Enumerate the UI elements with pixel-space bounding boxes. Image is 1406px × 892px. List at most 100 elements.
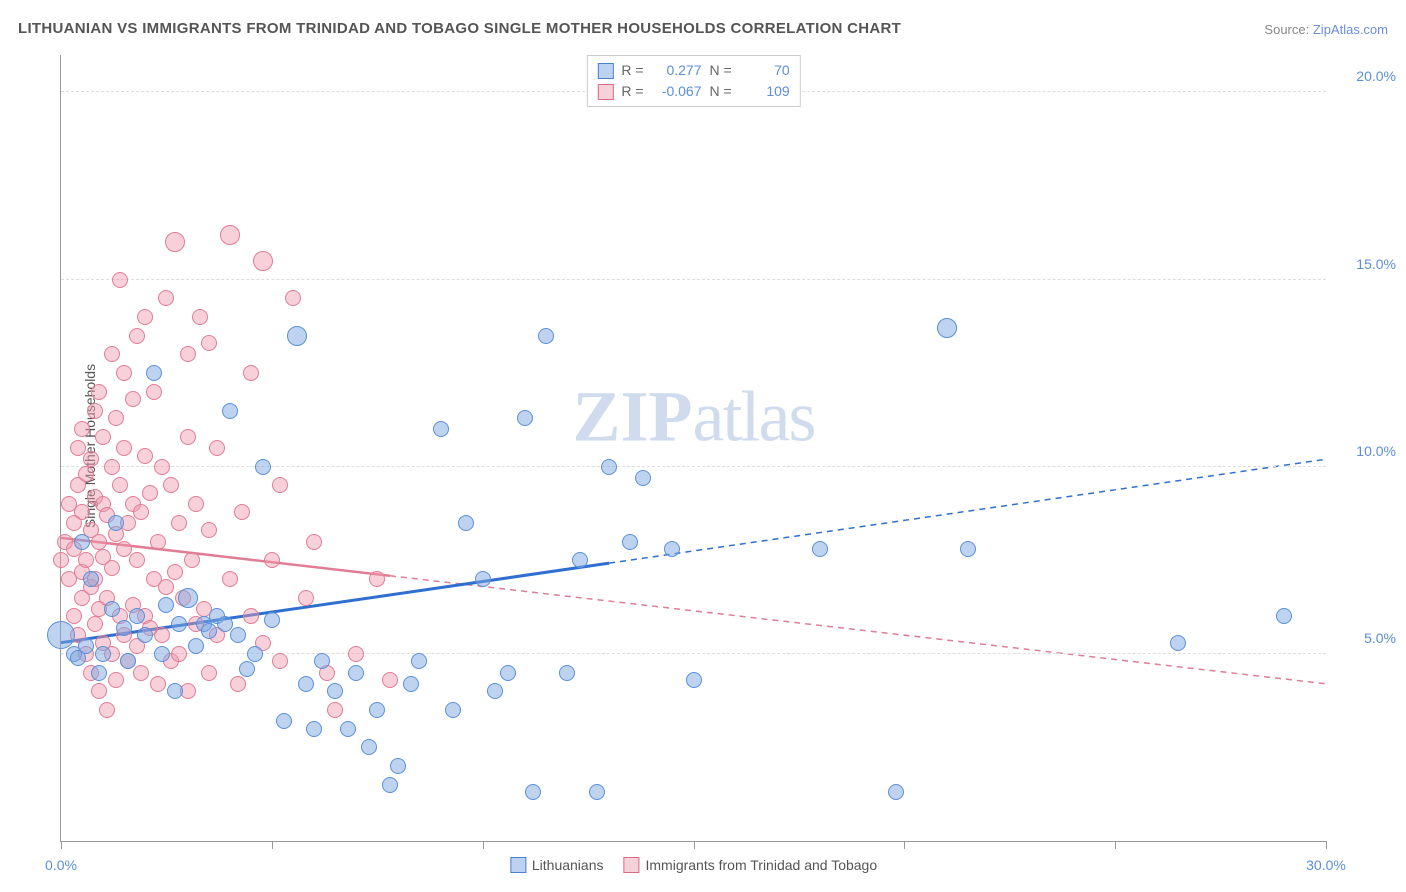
scatter-point-series-b (87, 403, 103, 419)
legend-item-series-a: Lithuanians (510, 857, 604, 873)
x-tick (61, 841, 62, 849)
scatter-point-series-a (239, 661, 255, 677)
scatter-point-series-a (812, 541, 828, 557)
scatter-point-series-b (150, 534, 166, 550)
scatter-point-series-a (74, 534, 90, 550)
scatter-point-series-b (108, 410, 124, 426)
scatter-point-series-b (188, 496, 204, 512)
scatter-point-series-b (83, 451, 99, 467)
scatter-point-series-b (184, 552, 200, 568)
scatter-point-series-b (171, 515, 187, 531)
scatter-point-series-b (201, 522, 217, 538)
scatter-point-series-b (142, 485, 158, 501)
scatter-point-series-b (298, 590, 314, 606)
scatter-point-series-a (475, 571, 491, 587)
scatter-point-series-b (272, 477, 288, 493)
y-tick-label: 5.0% (1364, 630, 1396, 646)
scatter-point-series-b (133, 504, 149, 520)
bottom-legend: Lithuanians Immigrants from Trinidad and… (510, 857, 877, 873)
scatter-point-series-a (154, 646, 170, 662)
scatter-point-series-b (382, 672, 398, 688)
scatter-point-series-a (120, 653, 136, 669)
scatter-point-series-a (298, 676, 314, 692)
scatter-point-series-a (390, 758, 406, 774)
scatter-point-series-a (116, 620, 132, 636)
scatter-point-series-b (158, 579, 174, 595)
scatter-point-series-a (572, 552, 588, 568)
scatter-point-series-a (276, 713, 292, 729)
y-tick-label: 10.0% (1356, 443, 1396, 459)
scatter-point-series-b (243, 365, 259, 381)
scatter-point-series-b (285, 290, 301, 306)
scatter-point-series-b (253, 251, 273, 271)
scatter-point-series-a (361, 739, 377, 755)
scatter-point-series-a (314, 653, 330, 669)
scatter-point-series-a (287, 326, 307, 346)
scatter-point-series-b (230, 676, 246, 692)
scatter-point-series-b (137, 309, 153, 325)
scatter-point-series-b (137, 448, 153, 464)
scatter-point-series-b (129, 552, 145, 568)
scatter-point-series-b (348, 646, 364, 662)
scatter-point-series-b (192, 309, 208, 325)
scatter-point-series-b (154, 627, 170, 643)
scatter-point-series-a (178, 588, 198, 608)
scatter-point-series-b (66, 608, 82, 624)
scatter-point-series-b (167, 564, 183, 580)
scatter-point-series-a (201, 623, 217, 639)
x-tick (272, 841, 273, 849)
scatter-point-series-a (129, 608, 145, 624)
scatter-point-series-b (222, 571, 238, 587)
scatter-point-series-a (525, 784, 541, 800)
swatch-series-a (597, 63, 613, 79)
scatter-point-series-a (188, 638, 204, 654)
x-tick (904, 841, 905, 849)
chart-title: LITHUANIAN VS IMMIGRANTS FROM TRINIDAD A… (18, 20, 901, 37)
legend-swatch-b (623, 857, 639, 873)
scatter-point-series-b (99, 702, 115, 718)
source-attribution: Source: ZipAtlas.com (1264, 22, 1388, 37)
scatter-point-series-b (108, 672, 124, 688)
x-tick (694, 841, 695, 849)
y-tick-label: 20.0% (1356, 68, 1396, 84)
scatter-point-series-b (220, 225, 240, 245)
scatter-point-series-a (538, 328, 554, 344)
scatter-point-series-b (116, 440, 132, 456)
scatter-point-series-b (306, 534, 322, 550)
scatter-point-series-a (230, 627, 246, 643)
scatter-point-series-a (348, 665, 364, 681)
stats-row-series-a: R = 0.277 N = 70 (597, 60, 789, 81)
scatter-point-series-a (500, 665, 516, 681)
scatter-point-series-b (129, 328, 145, 344)
scatter-point-series-a (306, 721, 322, 737)
scatter-point-series-b (91, 534, 107, 550)
scatter-point-series-b (74, 421, 90, 437)
scatter-point-series-a (937, 318, 957, 338)
y-tick-label: 15.0% (1356, 256, 1396, 272)
scatter-point-series-a (1170, 635, 1186, 651)
x-tick-label: 0.0% (45, 857, 77, 873)
scatter-point-series-b (104, 346, 120, 362)
correlation-stats-box: R = 0.277 N = 70 R = -0.067 N = 109 (586, 55, 800, 107)
scatter-point-series-a (255, 459, 271, 475)
scatter-point-series-a (664, 541, 680, 557)
legend-swatch-a (510, 857, 526, 873)
scatter-point-series-a (635, 470, 651, 486)
scatter-point-series-a (222, 403, 238, 419)
source-link[interactable]: ZipAtlas.com (1313, 22, 1388, 37)
scatter-point-series-a (78, 638, 94, 654)
scatter-point-series-a (517, 410, 533, 426)
scatter-point-series-b (165, 232, 185, 252)
scatter-point-series-b (125, 391, 141, 407)
scatter-point-series-b (112, 272, 128, 288)
scatter-point-series-b (91, 683, 107, 699)
scatter-point-series-b (150, 676, 166, 692)
scatter-point-series-a (327, 683, 343, 699)
scatter-point-series-b (91, 384, 107, 400)
swatch-series-b (597, 84, 613, 100)
stats-row-series-b: R = -0.067 N = 109 (597, 81, 789, 102)
x-tick-label: 30.0% (1306, 857, 1346, 873)
scatter-point-series-a (487, 683, 503, 699)
scatter-point-series-b (133, 665, 149, 681)
trend-lines (61, 55, 1326, 841)
